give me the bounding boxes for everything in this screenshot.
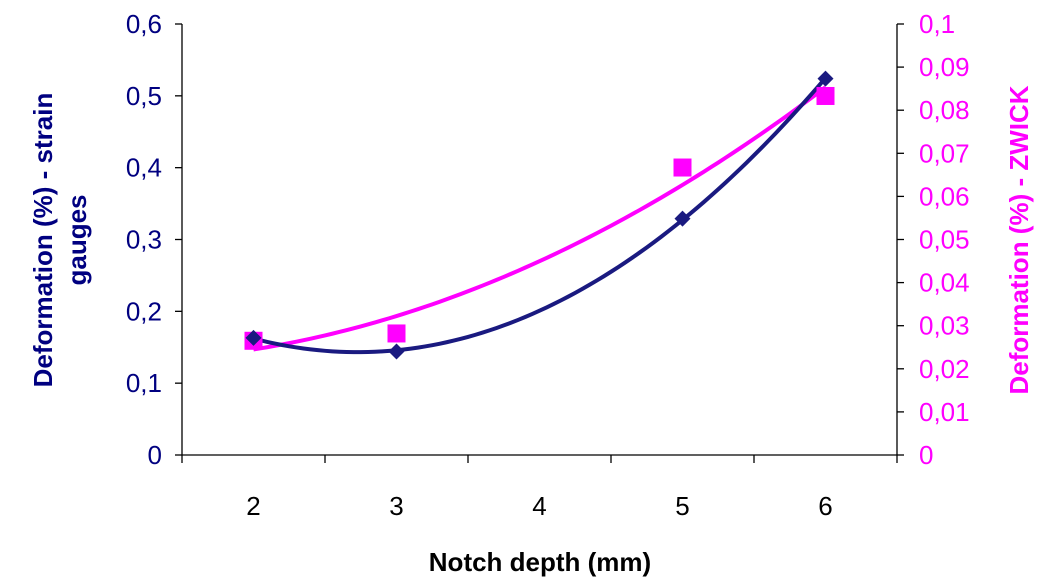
- right-tick-label: 0,04: [919, 268, 970, 298]
- x-tick-label: 5: [675, 491, 689, 521]
- x-tick-label: 2: [246, 491, 260, 521]
- left-series-point: [388, 343, 405, 360]
- left-series-trendline: [253, 76, 828, 355]
- left-tick-label: 0,2: [126, 296, 162, 326]
- left-tick-label: 0,4: [126, 153, 162, 183]
- left-axis-title-line-2: gauges: [62, 194, 92, 285]
- left-series-point: [817, 70, 834, 87]
- right-tick-label: 0,03: [919, 311, 970, 341]
- left-tick-label: 0,5: [126, 81, 162, 111]
- left-tick-label: 0,3: [126, 225, 162, 255]
- right-tick-label: 0,08: [919, 95, 970, 125]
- right-axis-title: Deformation (%) - ZWICK: [1004, 85, 1034, 394]
- right-series-point: [673, 158, 692, 177]
- right-tick-label: 0,1: [919, 9, 955, 39]
- left-series-point: [245, 329, 262, 346]
- right-tick-label: 0,07: [919, 138, 970, 168]
- right-tick-label: 0,01: [919, 397, 970, 427]
- right-series-point: [816, 86, 835, 105]
- left-axis-title-line-1: Deformation (%) - strain: [28, 93, 58, 388]
- plot-area: 0 0,1 0,2 0,3 0,4 0,5 0,6 0 0,01 0,02 0,03 0,04 0,05…: [126, 9, 970, 521]
- right-tick-label: 0,05: [919, 225, 970, 255]
- right-tick-label: 0,09: [919, 52, 970, 82]
- right-tick-label: 0,02: [919, 354, 970, 384]
- x-tick-label: 3: [389, 491, 403, 521]
- left-axis-title: Deformation (%) - strain gauges: [28, 93, 92, 388]
- right-tick-label: 0: [919, 440, 933, 470]
- x-tick-label: 4: [532, 491, 546, 521]
- left-series-point: [674, 210, 691, 227]
- right-tick-label: 0,06: [919, 181, 970, 211]
- x-axis-title: Notch depth (mm): [429, 547, 651, 577]
- right-series-trendline: [253, 85, 827, 352]
- left-tick-label: 0,1: [126, 368, 162, 398]
- left-tick-label: 0,6: [126, 9, 162, 39]
- x-tick-label: 6: [818, 491, 832, 521]
- left-tick-label: 0: [148, 440, 162, 470]
- right-series-point: [387, 324, 406, 343]
